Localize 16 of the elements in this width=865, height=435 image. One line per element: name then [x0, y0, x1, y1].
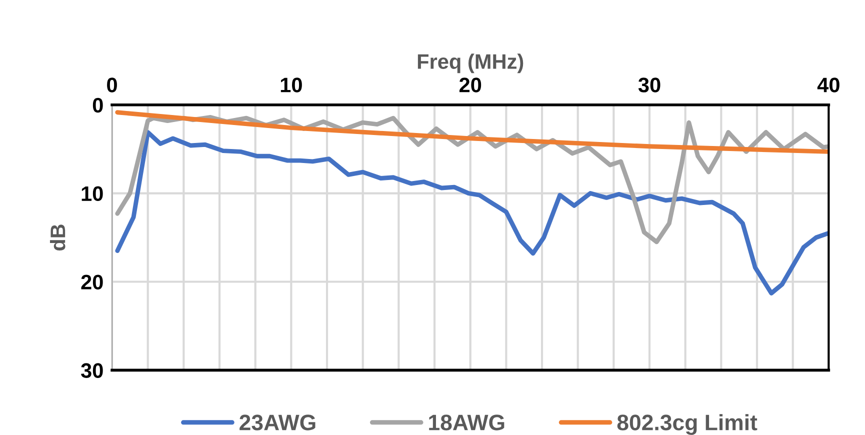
- x-tick-label: 30: [638, 78, 660, 92]
- line-series: [115, 110, 829, 154]
- legend-label: 18AWG: [429, 414, 504, 430]
- line-series: [115, 130, 829, 296]
- x-axis-title: Freq (MHz): [418, 54, 524, 74]
- x-tick-label: 0: [107, 78, 117, 92]
- y-axis-title: dB: [50, 224, 66, 251]
- x-tick-label: 10: [280, 78, 302, 92]
- y-tick-label: 30: [80, 363, 103, 378]
- legend-label: 802.3cg Limit: [617, 414, 758, 435]
- y-tick-label: 10: [82, 186, 103, 202]
- y-tick-label: 20: [81, 274, 103, 290]
- y-tick-label: 0: [92, 98, 103, 113]
- x-tick-label: 40: [817, 78, 840, 92]
- x-tick-label: 20: [459, 78, 482, 92]
- legend-label: 23AWG: [240, 414, 316, 430]
